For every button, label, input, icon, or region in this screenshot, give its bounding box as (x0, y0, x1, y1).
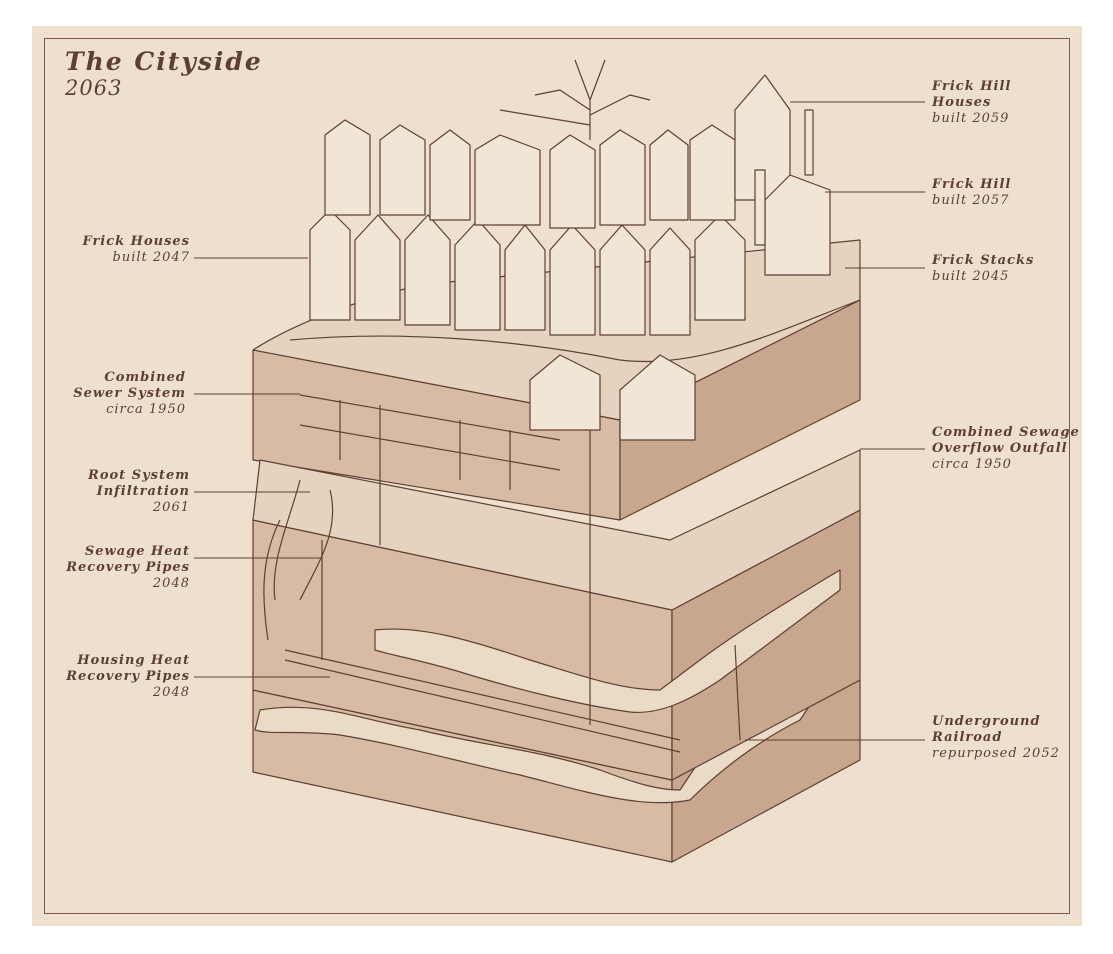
vertical-pipes (321, 430, 741, 741)
label-name: Frick Stacks (932, 253, 1035, 268)
label-name: Root System Infiltration (88, 468, 190, 499)
label-detail: circa 1950 (932, 457, 1012, 472)
poster-title: The Cityside (65, 47, 263, 76)
label-detail: 2048 (152, 576, 190, 591)
label-detail: circa 1950 (106, 402, 186, 417)
frick-hill-houses-row (324, 74, 831, 276)
sewer-tunnel (252, 449, 861, 611)
label-root-system: Root System Infiltration 2061 (0, 468, 190, 516)
rock-seam-bottom (254, 689, 821, 804)
label-detail: 2061 (152, 500, 190, 515)
label-frick-hill: Frick Hill built 2057 (932, 177, 1092, 209)
cutaway-houses (529, 354, 696, 441)
root-system (263, 479, 334, 641)
label-detail: repurposed 2052 (932, 746, 1060, 761)
label-name: Sewage Heat Recovery Pipes (66, 544, 190, 575)
rock-seam-middle (374, 569, 841, 713)
label-sewage-heat: Sewage Heat Recovery Pipes 2048 (0, 544, 190, 592)
tree (499, 59, 651, 140)
label-name: Underground Railroad (932, 714, 1041, 745)
label-name: Housing Heat Recovery Pipes (66, 653, 190, 684)
label-detail: built 2059 (932, 111, 1010, 126)
label-frick-houses: Frick Houses built 2047 (0, 234, 190, 266)
label-combined-sewer: Combined Sewer System circa 1950 (0, 370, 186, 418)
label-detail: built 2057 (932, 193, 1010, 208)
frick-stacks (754, 109, 814, 246)
frick-houses-row (309, 209, 746, 336)
label-frick-hill-houses: Frick Hill Houses built 2059 (932, 79, 1092, 127)
label-name: Combined Sewage Overflow Outfall (932, 425, 1080, 456)
label-detail: built 2047 (112, 250, 190, 265)
label-housing-heat: Housing Heat Recovery Pipes 2048 (0, 653, 190, 701)
label-detail: 2048 (152, 685, 190, 700)
leader-lines (194, 101, 925, 741)
label-name: Frick Hill Houses (932, 79, 1012, 110)
label-name: Combined Sewer System (73, 370, 186, 401)
label-detail: built 2045 (932, 269, 1010, 284)
label-frick-stacks: Frick Stacks built 2045 (932, 253, 1092, 285)
label-name: Frick Houses (82, 234, 190, 249)
poster-frame (44, 38, 1070, 914)
label-combined-sewage-outfall: Combined Sewage Overflow Outfall circa 1… (932, 425, 1092, 473)
poster-year: 2063 (65, 76, 123, 100)
label-name: Frick Hill (932, 177, 1012, 192)
railroad-track (284, 649, 681, 753)
label-underground-railroad: Underground Railroad repurposed 2052 (932, 714, 1092, 762)
